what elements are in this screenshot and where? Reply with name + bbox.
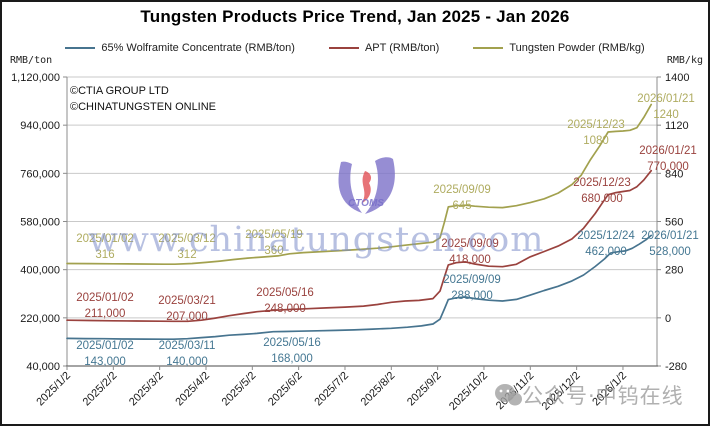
data-annotation: 2026/01/21 770,000 (639, 145, 697, 173)
x-axis-tick-label: 2025/8/2 (359, 370, 398, 409)
data-annotation: 2025/09/09 418,000 (441, 238, 499, 266)
data-annotation: 2025/09/09 645 (433, 184, 491, 212)
wechat-icon (508, 392, 522, 406)
left-axis-tick-label: 220,000 (20, 313, 60, 325)
x-axis-tick-label: 2025/1/2 (34, 370, 73, 409)
data-annotation: 2025/05/19 360 (245, 229, 303, 257)
data-annotation: 2025/09/09 288,000 (443, 274, 501, 302)
watermark-logo-left-petal (338, 161, 362, 213)
right-axis-tick-label: 1400 (665, 72, 689, 84)
left-axis-tick-label: 40,000 (26, 361, 60, 373)
x-axis-tick-label: 2025/3/2 (127, 370, 166, 409)
wechat-icon-eye (506, 389, 510, 393)
data-annotation: 2025/05/16 248,000 (256, 287, 314, 315)
series-line-powder (66, 103, 653, 266)
data-annotation: 2025/01/02 211,000 (76, 292, 134, 320)
right-axis-tick-label: 560 (665, 217, 683, 229)
wechat-watermark-text: 公众号·中钨在线 (522, 384, 684, 408)
legend-item-apt: APT (RMB/ton) (328, 42, 440, 54)
data-annotation: 2025/01/02 143,000 (76, 340, 134, 368)
data-annotation: 2025/12/23 1080 (567, 119, 625, 147)
left-axis-tick-label: 940,000 (20, 120, 60, 132)
data-annotation: 2025/03/12 312 (158, 233, 216, 261)
legend: 65% Wolframite Concentrate (RMB/ton) APT… (2, 42, 708, 54)
series-line-wolframite (66, 234, 653, 341)
left-axis-tick-label: 580,000 (20, 217, 60, 229)
right-axis-tick-label: 840 (665, 168, 683, 180)
x-axis-tick-label: 2025/7/2 (312, 370, 351, 409)
legend-item-powder: Tungsten Powder (RMB/kg) (473, 42, 645, 54)
data-annotation: 2025/12/24 462,000 (577, 230, 635, 258)
right-axis-tick-label: 280 (665, 265, 683, 277)
data-annotation: 2026/01/21 528,000 (641, 230, 699, 258)
right-axis-tick-label: 1120 (665, 120, 689, 132)
right-axis-tick-label: -280 (665, 361, 687, 373)
right-axis-tick-label: 0 (665, 313, 671, 325)
x-axis-tick-label: 2025/9/2 (405, 370, 444, 409)
copyright-line-2: ©CHINATUNGSTEN ONLINE (70, 101, 217, 113)
right-axis-unit: RMB/kg (666, 55, 703, 66)
wolframite-line-swatch (65, 47, 96, 49)
data-annotation: 2025/03/11 140,000 (159, 340, 216, 368)
series-line-apt (66, 169, 653, 323)
x-axis-tick-label: 2025/6/2 (266, 370, 305, 409)
powder-line-swatch (473, 47, 504, 49)
apt-line-swatch (328, 47, 359, 49)
legend-item-wolframite: 65% Wolframite Concentrate (RMB/ton) (65, 42, 295, 54)
x-axis-tick-label: 2025/4/2 (173, 370, 212, 409)
data-annotation: 2025/05/16 168,000 (263, 337, 321, 365)
legend-label-powder: Tungsten Powder (RMB/kg) (509, 42, 645, 54)
x-axis-tick-label: 2025/5/2 (220, 370, 259, 409)
chart-title: Tungsten Products Price Trend, Jan 2025 … (140, 7, 570, 26)
copyright-line-1: ©CTIA GROUP LTD (70, 85, 169, 97)
data-annotation: 2025/03/21 207,000 (158, 295, 216, 323)
left-axis-tick-label: 760,000 (20, 168, 60, 180)
x-axis-tick-label: 2025/2/2 (81, 370, 120, 409)
watermark-logo-label: CTOMS (348, 198, 384, 209)
data-annotation: 2025/01/02 316 (76, 233, 134, 261)
watermark-logo-right-petal (365, 157, 395, 214)
watermark-logo-flame (362, 171, 372, 203)
watermark-url-text: www.chinatungsten.com (88, 220, 545, 260)
data-annotation: 2026/01/21 1240 (637, 93, 695, 121)
x-axis-tick-label: 2025/10/2 (447, 370, 490, 413)
left-axis-tick-label: 1,120,000 (11, 72, 60, 84)
wechat-icon-eye (499, 389, 503, 393)
left-axis-tick-label: 400,000 (20, 265, 60, 277)
copyright-block: ©CTIA GROUP LTD ©CHINATUNGSTEN ONLINE (70, 83, 216, 115)
left-axis-unit: RMB/ton (10, 55, 53, 66)
data-annotation: 2025/12/23 680,000 (573, 177, 631, 205)
legend-label-apt: APT (RMB/ton) (364, 42, 440, 54)
legend-label-wolframite: 65% Wolframite Concentrate (RMB/ton) (101, 42, 295, 54)
